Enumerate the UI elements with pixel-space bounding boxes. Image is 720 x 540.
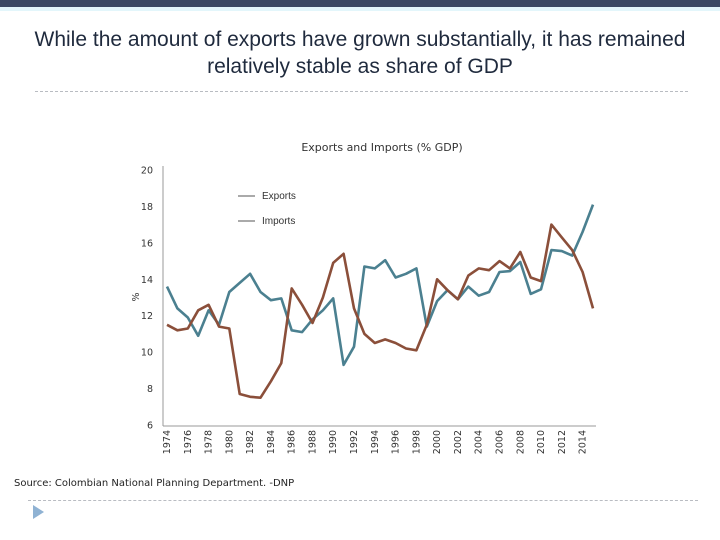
y-tick-label: 16 <box>141 238 153 249</box>
series-line-imports <box>165 204 595 367</box>
x-tick-label: 2008 <box>515 430 526 454</box>
chart-title: Exports and Imports (% GDP) <box>301 141 462 154</box>
x-tick-label: 2010 <box>536 430 547 454</box>
slide-title: While the amount of exports have grown s… <box>34 28 686 78</box>
x-tick-label: 2004 <box>474 430 485 454</box>
y-tick-label: 18 <box>141 202 153 213</box>
x-tick-label: 1994 <box>370 430 381 454</box>
legend-label-exports: Exports <box>262 191 296 202</box>
x-tick-label: 1992 <box>349 430 360 454</box>
y-axis-ticks: 20 18 16 14 12 10 8 6 <box>141 166 153 432</box>
x-tick-label: 2014 <box>578 430 589 454</box>
x-tick-label: 1984 <box>266 430 277 454</box>
series-group <box>165 204 595 400</box>
y-tick-label: 12 <box>141 311 153 322</box>
x-tick-label: 1988 <box>307 430 318 454</box>
source-note: Source: Colombian National Planning Depa… <box>14 478 295 489</box>
footer-divider <box>28 500 698 501</box>
y-tick-label: 14 <box>141 275 153 286</box>
legend-label-imports: Imports <box>262 216 295 227</box>
x-tick-label: 1978 <box>204 430 215 454</box>
y-axis-label: % <box>131 292 142 301</box>
x-tick-label: 1976 <box>183 430 194 454</box>
y-tick-label: 10 <box>141 348 153 359</box>
x-tick-label: 2002 <box>453 430 464 454</box>
x-tick-label: 1974 <box>162 430 173 454</box>
x-tick-label: 1996 <box>391 430 402 454</box>
title-divider <box>35 91 688 92</box>
x-axis-ticks: 1974 1976 1978 1980 1982 1984 1986 1988 1990 1992… <box>162 430 589 454</box>
bullet-arrow-icon <box>33 505 44 519</box>
x-tick-label: 1990 <box>328 430 339 454</box>
x-tick-label: 1982 <box>245 430 256 454</box>
x-tick-label: 2012 <box>557 430 568 454</box>
series-line-exports <box>166 223 595 400</box>
x-tick-label: 2000 <box>432 430 443 454</box>
y-tick-label: 20 <box>141 166 153 177</box>
y-tick-label: 8 <box>147 384 153 395</box>
x-tick-label: 1998 <box>411 430 422 454</box>
legend: Exports Imports <box>238 191 296 227</box>
x-tick-label: 1980 <box>224 430 235 454</box>
y-tick-label: 6 <box>147 421 153 432</box>
x-tick-label: 2006 <box>494 430 505 454</box>
x-tick-label: 1986 <box>287 430 298 454</box>
top-banner-bar <box>0 0 720 7</box>
top-accent-strip <box>0 7 720 11</box>
